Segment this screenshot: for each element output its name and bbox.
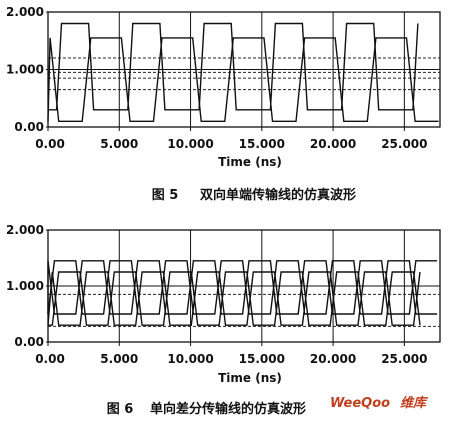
- x-tick-label: 15.000: [239, 352, 285, 366]
- x-tick-labels: 0.00 5.000 10.000 15.000 20.000 25.000: [35, 127, 428, 151]
- grid-lines: [48, 12, 440, 127]
- waveform-series: [47, 260, 438, 326]
- x-tick-label: 25.000: [381, 352, 427, 366]
- grid-lines: [48, 230, 440, 342]
- x-tick-label: 10.000: [167, 352, 213, 366]
- x-tick-label: 10.000: [167, 137, 213, 151]
- watermark-suffix: 维库: [400, 395, 429, 411]
- x-tick-label: 25.000: [381, 137, 427, 151]
- watermark-logo: WeeQoo 维库: [330, 395, 429, 411]
- figure-caption: 单向差分传输线的仿真波形: [150, 401, 306, 417]
- figure-caption: 双向单端传输线的仿真波形: [200, 187, 356, 203]
- reference-levels: [48, 293, 440, 327]
- x-axis-label: Time (ns): [218, 371, 282, 385]
- x-tick-label: 5.000: [100, 352, 138, 366]
- waveform-line: [47, 260, 438, 315]
- reference-levels: [48, 57, 440, 91]
- waveform-line: [47, 271, 421, 326]
- plot-fig6: 0.00 1.000 2.000 0.00 5.000 10.000 15.000 20.0…: [6, 223, 441, 417]
- y-tick-labels: 0.00 1.000 2.000: [6, 5, 51, 134]
- x-axis-label: Time (ns): [218, 155, 282, 169]
- x-tick-labels: 0.00 5.000 10.000 15.000 20.000 25.000: [35, 342, 428, 366]
- watermark-brand: WeeQoo: [330, 396, 390, 411]
- waveform-series: [47, 22, 439, 122]
- y-tick-labels: 0.00 1.000 2.000: [6, 223, 51, 349]
- waveform-line: [47, 260, 438, 315]
- figure-number: 图 5: [152, 188, 179, 203]
- plot-fig5: 0.00 1.000 2.000 0.00 5.000 10.000 15.000 20.0…: [6, 5, 441, 203]
- x-tick-label: 20.000: [310, 137, 356, 151]
- y-tick-label: 1.000: [6, 63, 44, 77]
- y-tick-label: 0.00: [14, 335, 44, 349]
- waveform-line: [48, 271, 421, 326]
- y-tick-label: 1.000: [6, 279, 44, 293]
- figure-number: 图 6: [107, 402, 134, 417]
- x-tick-label: 0.00: [35, 137, 65, 151]
- x-tick-label: 15.000: [239, 137, 285, 151]
- x-tick-label: 20.000: [310, 352, 356, 366]
- y-tick-label: 2.000: [6, 5, 44, 19]
- x-tick-label: 0.00: [35, 352, 65, 366]
- waveform-line: [47, 37, 439, 122]
- y-tick-label: 0.00: [14, 120, 44, 134]
- waveform-line: [48, 22, 419, 111]
- y-tick-label: 2.000: [6, 223, 44, 237]
- x-tick-label: 5.000: [100, 137, 138, 151]
